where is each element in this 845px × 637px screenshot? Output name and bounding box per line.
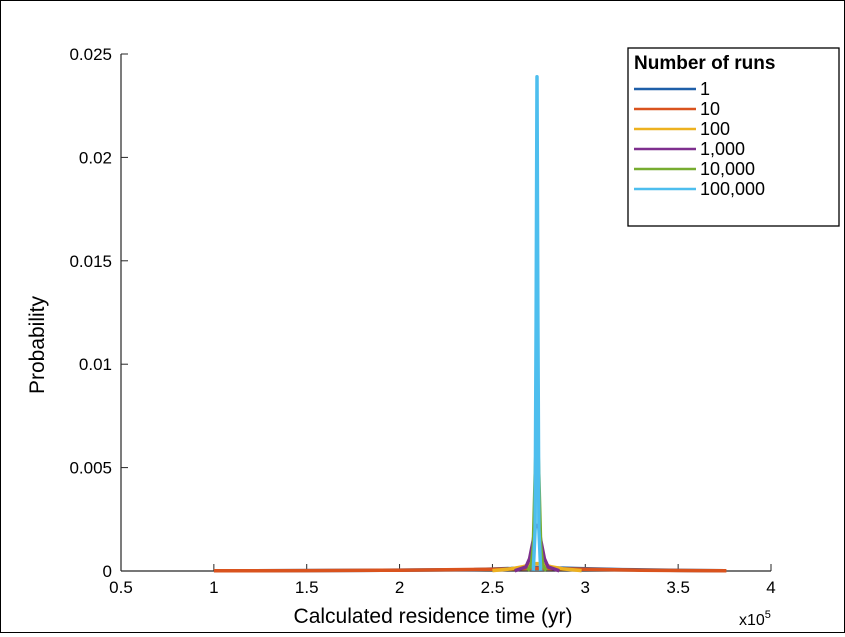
y-tick-label: 0.025 <box>69 45 112 64</box>
x-tick-label: 3.5 <box>666 578 690 597</box>
legend-label: 100,000 <box>700 179 765 199</box>
x-tick-label: 1.5 <box>295 578 319 597</box>
x-axis-title: Calculated residence time (yr) <box>294 605 573 628</box>
legend-label: 10,000 <box>700 159 755 179</box>
x-tick-label: 0.5 <box>109 578 133 597</box>
legend-label: 10 <box>700 99 720 119</box>
x-tick-label: 3 <box>581 578 590 597</box>
legend-label: 100 <box>700 119 730 139</box>
x-axis-multiplier-exponent: 5 <box>765 609 771 621</box>
series-line <box>531 74 543 571</box>
x-axis-ticks: 0.5 1 1.5 2 2.5 3 3.5 4 <box>109 564 776 597</box>
legend-title: Number of runs <box>634 53 775 74</box>
x-tick-label: 4 <box>766 578 775 597</box>
series-line <box>514 523 560 573</box>
x-tick-label: 2.5 <box>481 578 505 597</box>
series-line <box>492 561 582 573</box>
series-line <box>213 566 727 573</box>
legend-label: 1 <box>700 79 710 99</box>
legend-box <box>627 47 840 227</box>
y-tick-label: 0.01 <box>79 355 112 374</box>
x-axis-multiplier: x105 <box>739 609 771 629</box>
y-tick-label: 0.02 <box>79 148 112 167</box>
x-axis-multiplier-base: x10 <box>739 612 765 629</box>
x-tick-label: 2 <box>395 578 404 597</box>
series-layer <box>213 74 727 573</box>
y-tick-label: 0 <box>103 562 112 581</box>
x-tick-label: 1 <box>209 578 218 597</box>
legend-label: 1,000 <box>700 139 745 159</box>
y-axis-ticks: 0 0.005 0.01 0.015 0.02 0.025 <box>69 45 128 581</box>
y-tick-label: 0.015 <box>69 252 112 271</box>
y-axis-title: Probability <box>26 295 49 394</box>
y-tick-label: 0.005 <box>69 459 112 478</box>
